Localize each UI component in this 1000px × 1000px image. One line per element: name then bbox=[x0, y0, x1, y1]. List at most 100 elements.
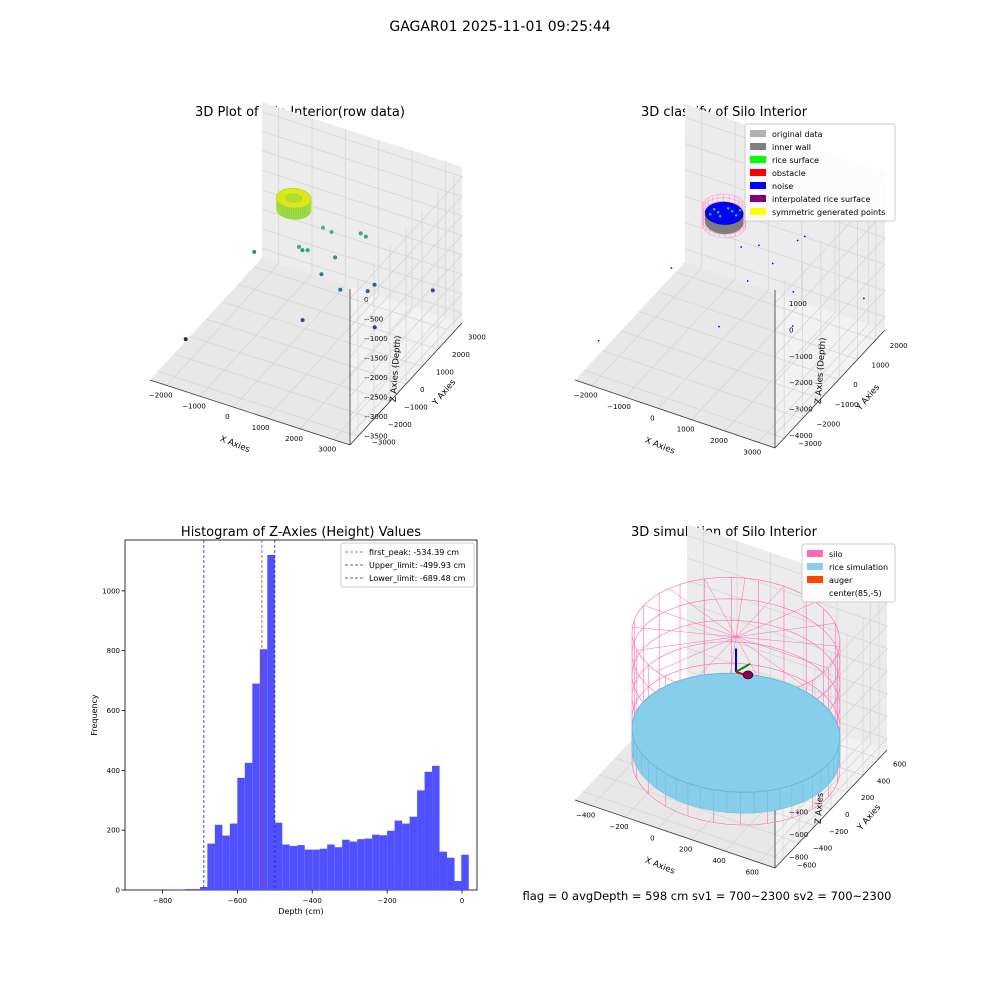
chart-classify-3d[interactable]: 3D classify of Silo Interior −2000 −1000 0… bbox=[574, 104, 908, 457]
raw-grid-x bbox=[233, 129, 346, 408]
cls-y-tick-label: 0 bbox=[853, 381, 857, 389]
hist-y-tick-label: 1000 bbox=[102, 587, 120, 595]
raw-z-tick-label: −500 bbox=[364, 315, 383, 323]
raw-y-tick-label: −1000 bbox=[404, 403, 428, 411]
chart-raw-3d[interactable]: 3D Plot of Silo Interior(row data) −2000… bbox=[149, 102, 486, 455]
raw-y-tick-label: 0 bbox=[420, 386, 424, 394]
raw-y-tick-label: 3000 bbox=[468, 334, 486, 342]
raw-outlier-point bbox=[319, 272, 324, 277]
raw-grid-z bbox=[261, 169, 463, 358]
sim-silo-wire-spoke bbox=[735, 578, 746, 637]
raw-grid-z bbox=[261, 150, 463, 339]
sim-y-axis-line bbox=[774, 749, 888, 869]
sim-rice-side-facet bbox=[687, 783, 701, 809]
chart-simulation-3d[interactable]: 3D simulation of Silo Interior −400 −200 0… bbox=[574, 524, 906, 877]
raw-x-tick-label: 2000 bbox=[285, 435, 303, 443]
hist-bar bbox=[169, 889, 178, 890]
hist-legend-box bbox=[340, 542, 475, 588]
raw-outlier-point bbox=[372, 282, 377, 287]
hist-bar bbox=[364, 838, 373, 890]
hist-y-axis-label: Frequency bbox=[90, 694, 99, 736]
cls-z-tick-label: 0 bbox=[789, 327, 793, 335]
sim-silo-wire-spoke bbox=[668, 588, 737, 638]
sim-legend-swatch bbox=[807, 563, 823, 570]
sim-silo-wire-spoke bbox=[636, 636, 737, 651]
cls-inner-wall-top bbox=[705, 201, 744, 225]
sim-legend-swatch bbox=[807, 550, 823, 557]
sim-x-tick-label: 600 bbox=[746, 868, 759, 876]
sim-x-tick-label: 0 bbox=[650, 834, 654, 842]
raw-x-axis-label: X Axies bbox=[218, 434, 251, 455]
cls-inner-wall-side-facet bbox=[715, 222, 718, 234]
raw-z-tick-label: −2000 bbox=[364, 374, 388, 382]
status-line: flag = 0 avgDepth = 598 cm sv1 = 700~230… bbox=[523, 889, 892, 903]
cls-noise-point bbox=[597, 339, 600, 342]
raw-outlier-point bbox=[365, 289, 370, 294]
cls-y-tick-label: −3000 bbox=[798, 440, 822, 448]
hist-bar bbox=[259, 649, 268, 890]
sim-grid-z bbox=[686, 534, 888, 722]
chart-simulation-3d-title: 3D simulation of Silo Interior bbox=[631, 525, 818, 540]
raw-z-axis-label: Z Axies (Depth) bbox=[389, 335, 404, 402]
sim-x-tick-label: 200 bbox=[679, 846, 692, 854]
sim-legend-box bbox=[801, 543, 896, 603]
sim-y-tick-label: −200 bbox=[829, 828, 848, 836]
sim-legend-swatch bbox=[807, 576, 823, 583]
sim-z-tick-label: −600 bbox=[789, 831, 808, 839]
raw-outlier-point bbox=[305, 248, 310, 253]
hist-x-tick-label: −400 bbox=[303, 897, 322, 905]
raw-y-axis-line bbox=[349, 322, 463, 446]
cls-z-tick-label: −4000 bbox=[789, 432, 813, 440]
hist-bar bbox=[214, 824, 223, 890]
cls-noise-point bbox=[863, 297, 865, 300]
sim-silo-wire-spoke bbox=[735, 636, 804, 686]
cls-z-tick-label: −3000 bbox=[789, 406, 813, 414]
raw-z-tick-label: −1500 bbox=[364, 354, 388, 362]
cls-legend-box bbox=[744, 123, 896, 222]
raw-x-tick-label: 3000 bbox=[318, 446, 336, 454]
cls-rice-surface-point bbox=[713, 208, 716, 211]
raw-x-tick-label: 1000 bbox=[252, 424, 270, 432]
cls-rice-surface-point bbox=[731, 210, 734, 213]
sim-z-tick-label: −800 bbox=[789, 854, 808, 862]
raw-cluster-side-facet bbox=[305, 204, 307, 219]
sim-rice-side-facet bbox=[726, 791, 741, 814]
chart-histogram[interactable]: Histogram of Z-Axies (Height) Values −80… bbox=[90, 525, 478, 916]
cls-z-tick-label: 1000 bbox=[789, 300, 807, 308]
sim-y-tick-label: −600 bbox=[797, 862, 816, 870]
raw-outlier-point bbox=[252, 249, 257, 254]
raw-grid-z bbox=[261, 247, 463, 436]
raw-cluster-side-facet bbox=[294, 207, 298, 220]
sim-rice-top bbox=[631, 672, 841, 793]
cls-x-tick-label: 1000 bbox=[677, 426, 695, 434]
cls-rice-surface-point bbox=[717, 211, 720, 214]
hist-bar bbox=[327, 844, 335, 890]
sim-y-tick-label: 400 bbox=[877, 777, 890, 785]
cls-legend-label: noise bbox=[772, 182, 793, 191]
raw-x-tick-label: −2000 bbox=[149, 391, 173, 399]
hist-bar bbox=[342, 839, 350, 890]
sim-rice-side-facet bbox=[779, 784, 793, 810]
sim-x-tick-label: −400 bbox=[576, 812, 595, 820]
cls-y-axis-label: Y Axies bbox=[854, 382, 882, 413]
cls-noise-point bbox=[740, 246, 743, 248]
sim-silo-wire-spoke bbox=[735, 636, 829, 669]
hist-bar bbox=[319, 848, 328, 890]
hist-bar bbox=[252, 683, 260, 890]
chart-histogram-title: Histogram of Z-Axies (Height) Values bbox=[181, 525, 421, 540]
cls-grid-z bbox=[684, 222, 886, 409]
hist-bar bbox=[222, 835, 230, 890]
raw-cluster-side-facet bbox=[303, 205, 306, 219]
sim-x-axis-label: X Axies bbox=[643, 856, 676, 877]
cls-noise-point bbox=[718, 325, 720, 328]
cls-rice-surface-point bbox=[709, 213, 712, 216]
cls-grid-x bbox=[624, 121, 736, 398]
raw-z-tick-label: 0 bbox=[364, 296, 368, 304]
raw-cluster-side-facet bbox=[285, 206, 289, 219]
cls-legend-label: original data bbox=[772, 130, 823, 139]
raw-outlier-point bbox=[430, 288, 435, 293]
sim-y-tick-label: 0 bbox=[845, 811, 849, 819]
cls-x-tick-label: 0 bbox=[650, 414, 654, 422]
sim-y-tick-label: 600 bbox=[893, 760, 906, 768]
